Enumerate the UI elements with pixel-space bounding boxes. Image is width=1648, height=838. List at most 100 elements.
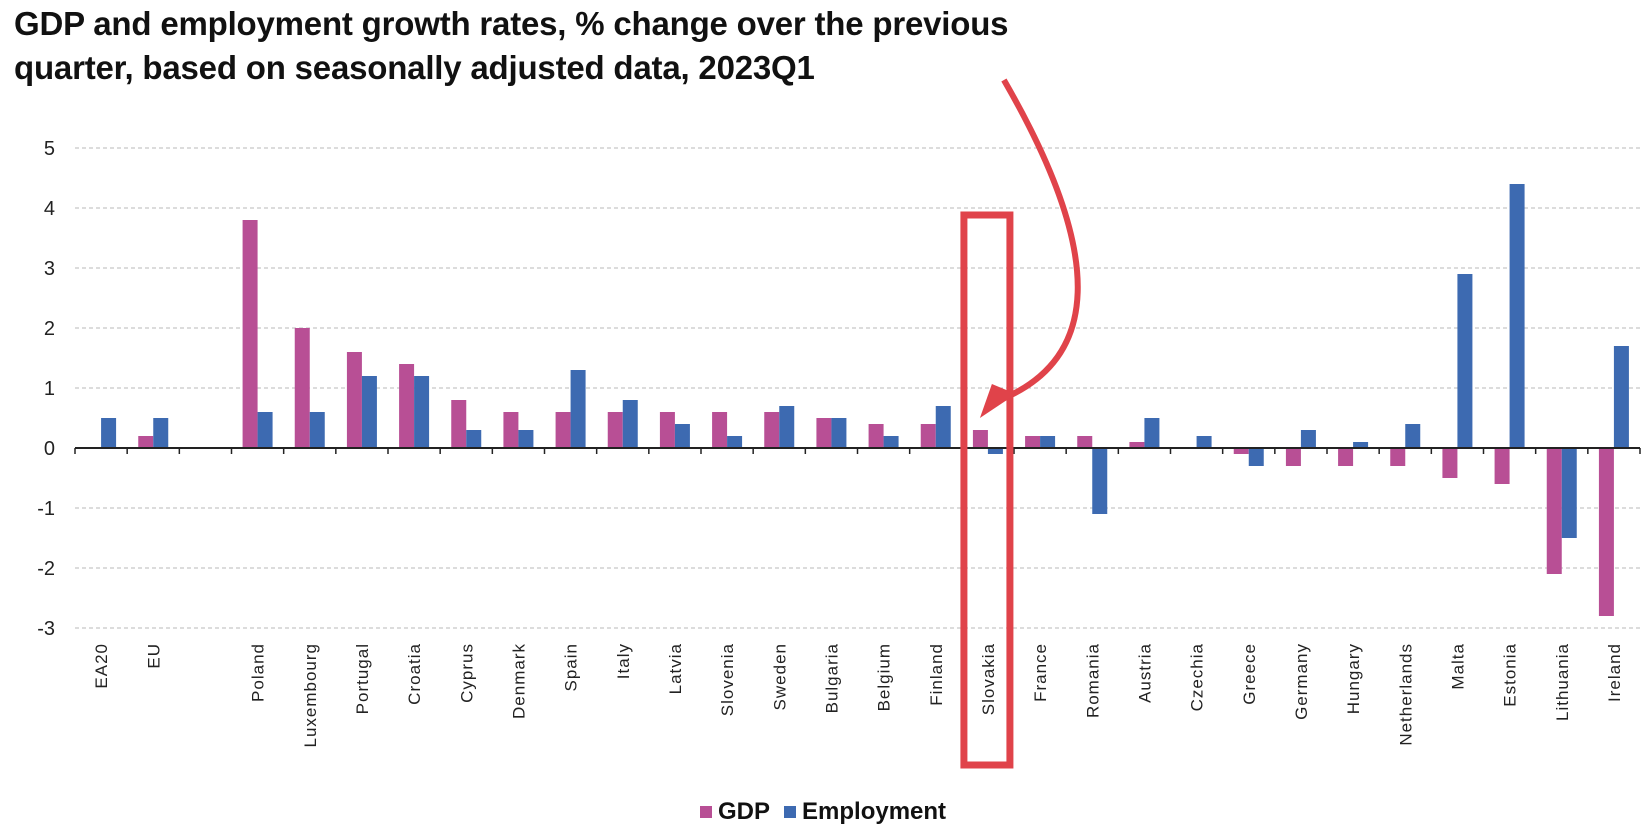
bar-gdp-luxembourg [294, 328, 310, 448]
x-tick-label: France [1031, 643, 1050, 702]
x-tick-label: Belgium [875, 643, 894, 711]
bar-gdp-malta [1442, 448, 1458, 478]
bar-employment-ireland [1613, 346, 1629, 448]
bar-employment-italy [622, 400, 638, 448]
bar-employment-bulgaria [831, 418, 847, 448]
y-tick-label: 4 [44, 198, 55, 220]
bar-gdp-poland [242, 220, 258, 448]
bar-gdp-hungary [1338, 448, 1354, 466]
bar-gdp-lithuania [1546, 448, 1562, 574]
bar-gdp-bulgaria [816, 418, 832, 448]
x-tick-label: Netherlands [1396, 643, 1415, 746]
bar-gdp-finland [920, 424, 936, 448]
x-tick-label: Sweden [770, 643, 789, 710]
chart-title-line-1: GDP and employment growth rates, % chang… [14, 5, 1009, 42]
x-tick-label: Latvia [666, 643, 685, 694]
bar-gdp-belgium [868, 424, 884, 448]
bar-gdp-portugal [346, 352, 362, 448]
x-tick-label: Malta [1448, 643, 1467, 690]
bar-employment-france [1040, 436, 1056, 448]
legend-swatch-gdp [700, 806, 712, 818]
bar-gdp-ireland [1598, 448, 1614, 616]
x-tick-label: Lithuania [1553, 643, 1572, 721]
y-tick-label: -1 [37, 498, 55, 520]
bar-gdp-spain [555, 412, 571, 448]
bar-gdp-austria [1129, 442, 1145, 448]
bar-gdp-cyprus [451, 400, 467, 448]
bars [101, 184, 1629, 616]
x-tick-label: Czechia [1188, 643, 1207, 711]
bar-employment-estonia [1509, 184, 1525, 448]
x-tick-label: Greece [1240, 643, 1259, 705]
bar-gdp-slovenia [712, 412, 728, 448]
bar-employment-czechia [1196, 436, 1212, 448]
x-tick-label: EU [144, 643, 163, 669]
bar-employment-belgium [883, 436, 899, 448]
legend-item-gdp: GDP [700, 798, 770, 826]
bar-gdp-italy [607, 412, 623, 448]
bar-gdp-eu [138, 436, 154, 448]
bar-employment-portugal [361, 376, 377, 448]
x-axis [74, 447, 1641, 454]
x-tick-label: Romania [1083, 643, 1102, 718]
x-tick-label: Denmark [509, 643, 528, 719]
bar-employment-malta [1457, 274, 1473, 448]
chart-title: GDP and employment growth rates, % chang… [14, 2, 1009, 90]
x-tick-label: Slovenia [718, 643, 737, 716]
bar-employment-latvia [674, 424, 690, 448]
x-axis-labels: EA20 EU Poland Luxembourg Portugal Croatia Cyp… [92, 643, 1624, 748]
bar-gdp-greece [1233, 448, 1249, 454]
x-tick-label: Germany [1292, 643, 1311, 720]
x-tick-label: Spain [562, 643, 581, 691]
bar-gdp-latvia [659, 412, 675, 448]
arrow-head-icon [979, 384, 1016, 418]
bar-gdp-germany [1285, 448, 1301, 466]
bar-employment-croatia [414, 376, 430, 448]
bar-gdp-estonia [1494, 448, 1510, 484]
legend-label-employment: Employment [802, 798, 947, 825]
y-axis-ticks: 5 4 3 2 1 0 -1 -2 -3 [37, 138, 55, 640]
bar-gdp-france [1025, 436, 1041, 448]
y-tick-label: 3 [44, 258, 55, 280]
y-tick-label: 5 [44, 138, 55, 160]
y-tick-label: -2 [37, 558, 55, 580]
bar-employment-austria [1144, 418, 1160, 448]
legend-item-employment: Employment [784, 798, 946, 826]
y-tick-label: 0 [44, 438, 55, 460]
bar-employment-hungary [1353, 442, 1369, 448]
bar-employment-lithuania [1561, 448, 1577, 538]
bar-employment-finland [935, 406, 951, 448]
bar-gdp-sweden [764, 412, 780, 448]
legend: GDP Employment [700, 798, 946, 826]
bar-employment-netherlands [1405, 424, 1421, 448]
chart-title-line-2: quarter, based on seasonally adjusted da… [14, 49, 815, 86]
bar-gdp-netherlands [1390, 448, 1406, 466]
annotations [960, 78, 1081, 769]
bar-employment-ea20 [101, 418, 117, 448]
x-tick-label: Estonia [1501, 643, 1520, 707]
x-tick-label: Italy [614, 643, 633, 679]
bar-employment-slovakia [987, 448, 1003, 454]
gridlines [75, 147, 1640, 629]
x-tick-label: Croatia [405, 643, 424, 705]
x-tick-label: Finland [927, 643, 946, 706]
y-tick-label: 2 [44, 318, 55, 340]
bar-employment-greece [1248, 448, 1264, 466]
curved-arrow [998, 78, 1081, 403]
bar-employment-denmark [518, 430, 534, 448]
bar-employment-poland [257, 412, 273, 448]
legend-swatch-employment [784, 806, 797, 818]
bar-employment-spain [570, 370, 586, 448]
bar-employment-luxembourg [309, 412, 325, 448]
x-tick-label: Cyprus [457, 643, 476, 703]
y-tick-label: 1 [44, 378, 55, 400]
x-tick-label: Poland [249, 643, 268, 702]
x-tick-label: EA20 [92, 643, 111, 689]
x-tick-label: Ireland [1605, 643, 1624, 702]
legend-label-gdp: GDP [718, 798, 771, 825]
bar-employment-eu [153, 418, 169, 448]
x-tick-label: Luxembourg [301, 643, 320, 748]
bar-employment-germany [1300, 430, 1316, 448]
x-tick-label: Hungary [1344, 643, 1363, 714]
